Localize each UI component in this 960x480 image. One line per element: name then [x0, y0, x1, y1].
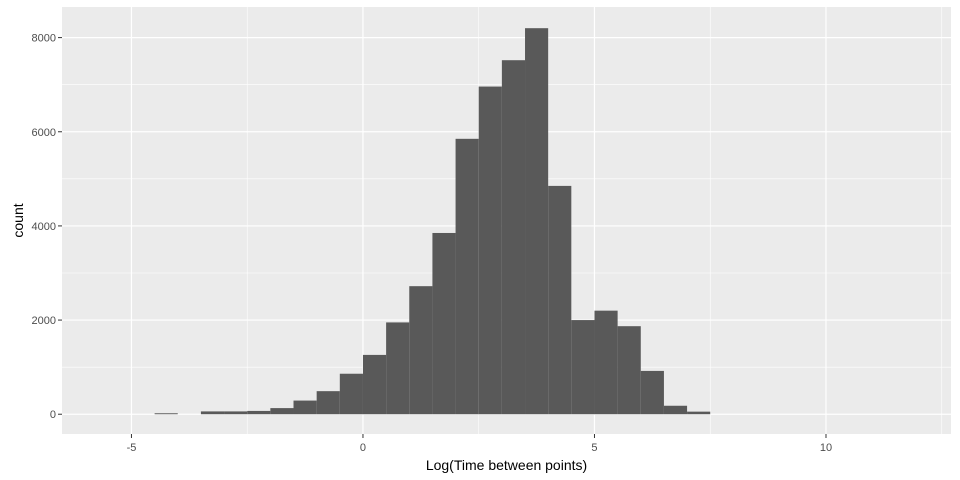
- y-axis: 0 2000 4000 6000 8000: [32, 33, 62, 421]
- y-tick-label: 6000: [32, 127, 56, 139]
- y-tick-label: 4000: [32, 221, 56, 233]
- x-axis-title: Log(Time between points): [426, 457, 587, 473]
- histogram-bar: [617, 326, 641, 415]
- histogram-bar: [270, 408, 294, 415]
- x-tick-label: 5: [591, 442, 597, 454]
- x-axis: -5 0 5 10: [127, 434, 832, 454]
- x-tick-label: 0: [360, 442, 366, 454]
- histogram-bar: [386, 322, 410, 415]
- histogram-bar: [432, 232, 456, 415]
- histogram-bar: [687, 411, 711, 415]
- histogram-bar: [224, 411, 248, 415]
- y-axis-title: count: [10, 203, 26, 237]
- histogram-bar: [501, 60, 526, 415]
- histogram-bar: [548, 185, 572, 415]
- histogram-bar: [640, 370, 664, 415]
- histogram-bar: [293, 400, 317, 415]
- histogram-bar: [594, 310, 618, 415]
- x-tick-label: 10: [820, 442, 832, 454]
- histogram-bar: [663, 405, 688, 415]
- y-tick-label: 0: [50, 409, 56, 421]
- histogram-bar: [478, 86, 502, 415]
- histogram-bar: [571, 320, 595, 415]
- histogram-bar: [409, 286, 433, 415]
- histogram-bars: [154, 28, 711, 415]
- histogram-bar: [525, 28, 549, 415]
- histogram-bar: [339, 373, 363, 415]
- histogram-bar: [362, 354, 387, 415]
- y-tick-label: 8000: [32, 33, 56, 45]
- histogram-bar: [200, 411, 225, 415]
- histogram-bar: [247, 410, 271, 415]
- histogram-bar: [455, 138, 479, 415]
- histogram-bar: [316, 391, 340, 415]
- y-tick-label: 2000: [32, 315, 56, 327]
- x-tick-label: -5: [127, 442, 137, 454]
- histogram-bar: [154, 413, 178, 415]
